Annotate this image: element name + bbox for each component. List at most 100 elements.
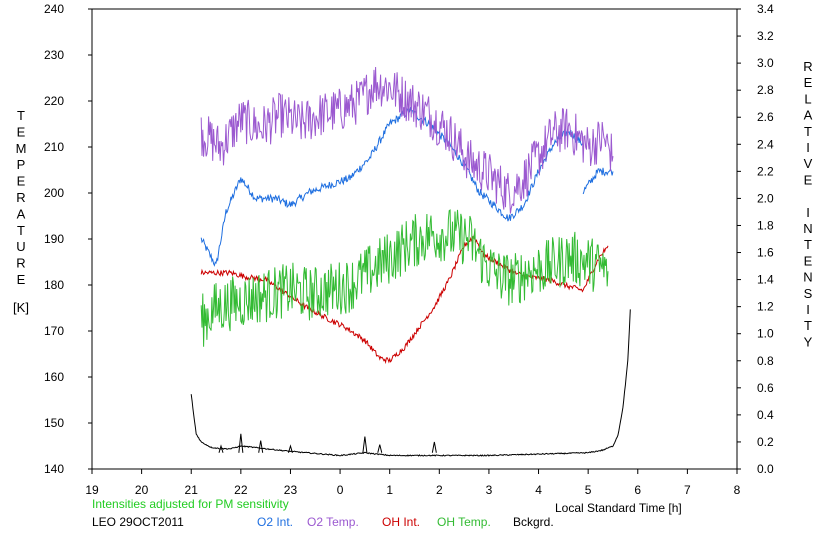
axis-label-letter: A (17, 206, 26, 221)
right-tick-label: 2.0 (757, 191, 774, 205)
x-tick-label: 19 (85, 483, 99, 497)
left-tick-label: 180 (44, 278, 64, 292)
left-tick-label: 230 (44, 48, 64, 62)
x-tick-label: 23 (284, 483, 298, 497)
series-line-o2-int (582, 167, 614, 195)
axis-label-letter: T (17, 108, 25, 123)
axis-label-letter: T (804, 124, 812, 139)
right-tick-label: 1.6 (757, 246, 774, 260)
x-tick-label: 3 (486, 483, 493, 497)
left-tick-label: 170 (44, 324, 64, 338)
right-tick-label: 3.0 (757, 56, 774, 70)
x-tick-label: 4 (535, 483, 542, 497)
axis-label-letter: E (17, 174, 26, 189)
right-tick-label: 2.2 (757, 164, 774, 178)
legend-entry-oh-int: OH Int. (382, 515, 420, 529)
right-tick-label: 0.2 (757, 435, 774, 449)
axis-label-letter: V (804, 156, 813, 171)
series-spike-bckgrd (218, 444, 224, 453)
axis-label-letter: R (16, 190, 25, 205)
axis-label-letter: P (17, 157, 26, 172)
x-tick-label: 0 (337, 483, 344, 497)
axis-label-letter: Y (804, 334, 813, 349)
left-axis: 140 150 160 170 180 190 200 210 220 230 240 (44, 2, 92, 476)
series-layer (190, 66, 631, 457)
legend-entry-o2-int: O2 Int. (257, 515, 293, 529)
left-tick-label: 150 (44, 416, 64, 430)
series-line-o2-int (200, 106, 584, 267)
legend-entry-oh-temp: OH Temp. (437, 515, 491, 529)
axis-label-letter: I (806, 140, 810, 155)
left-tick-label: 220 (44, 94, 64, 108)
right-tick-label: 1.0 (757, 327, 774, 341)
axis-label-letter: A (804, 108, 813, 123)
axis-label-letter: R (16, 256, 25, 271)
right-tick-label: 0.0 (757, 462, 774, 476)
x-tick-label: 21 (185, 483, 199, 497)
left-tick-label: 210 (44, 140, 64, 154)
right-tick-label: 1.8 (757, 218, 774, 232)
sensitivity-note: Intensities adjusted for PM sensitivity (92, 497, 289, 511)
right-tick-label: 3.4 (757, 2, 774, 16)
legend-entry-o2-temp: O2 Temp. (307, 515, 359, 529)
series-spike-bckgrd (238, 433, 244, 453)
x-tick-label: 22 (234, 483, 248, 497)
x-tick-label: 8 (734, 483, 741, 497)
right-tick-label: 0.8 (757, 354, 774, 368)
right-tick-label: 2.6 (757, 110, 774, 124)
series-spike-bckgrd (377, 444, 383, 453)
right-axis: 0.0 0.2 0.4 0.6 0.8 1.0 1.2 1.4 1.6 1.8 2.0 2.2 2.4 2… (737, 2, 774, 476)
x-tick-label: 2 (436, 483, 443, 497)
left-axis-unit: [K] (13, 300, 29, 315)
axis-label-letter: I (806, 302, 810, 317)
axis-label-letter: I (806, 205, 810, 220)
axis-label-letter: E (17, 124, 26, 139)
axis-label-letter: E (804, 75, 813, 90)
x-tick-label: 5 (585, 483, 592, 497)
left-tick-label: 240 (44, 2, 64, 16)
right-tick-label: 3.2 (757, 29, 774, 43)
x-axis-label: Local Standard Time [h] (555, 501, 682, 515)
x-tick-label: 7 (684, 483, 691, 497)
axis-label-letter: L (804, 91, 811, 106)
x-tick-label: 1 (386, 483, 393, 497)
right-tick-label: 1.2 (757, 300, 774, 314)
left-tick-label: 140 (44, 462, 64, 476)
series-line-bckgrd (190, 309, 631, 457)
series-spike-bckgrd (362, 436, 368, 453)
axis-label-letter: E (17, 272, 26, 287)
left-tick-label: 200 (44, 186, 64, 200)
axis-label-letter: T (17, 223, 25, 238)
axis-label-letter: E (804, 253, 813, 268)
right-tick-label: 0.6 (757, 381, 774, 395)
series-spike-bckgrd (431, 441, 437, 453)
station-date: LEO 29OCT2011 (92, 515, 184, 529)
axis-label-letter: N (803, 270, 812, 285)
left-tick-label: 190 (44, 232, 64, 246)
series-line-o2-temp (200, 66, 614, 214)
series-spike-bckgrd (258, 440, 264, 453)
x-tick-label: 20 (135, 483, 149, 497)
right-tick-label: 0.4 (757, 408, 774, 422)
x-axis: 19 20 21 22 23 0 1 2 3 4 5 6 7 8 (85, 469, 741, 497)
x-tick-label: 6 (634, 483, 641, 497)
legend: O2 Int. O2 Temp. OH Int. OH Temp. Bckgrd. (257, 515, 554, 529)
axis-label-letter: T (804, 318, 812, 333)
axis-label-letter: S (804, 286, 813, 301)
axis-label-letter: R (803, 59, 812, 74)
axis-label-letter: T (804, 237, 812, 252)
series-spike-bckgrd (287, 444, 293, 453)
axis-label-letter: M (16, 141, 27, 156)
legend-entry-bckgrd: Bckgrd. (513, 515, 554, 529)
right-tick-label: 2.4 (757, 137, 774, 151)
left-tick-label: 160 (44, 370, 64, 384)
axis-label-letter: N (803, 221, 812, 236)
right-tick-label: 1.4 (757, 273, 774, 287)
axis-label-letter: E (804, 172, 813, 187)
axis-label-letter: U (16, 239, 25, 254)
right-tick-label: 2.8 (757, 83, 774, 97)
